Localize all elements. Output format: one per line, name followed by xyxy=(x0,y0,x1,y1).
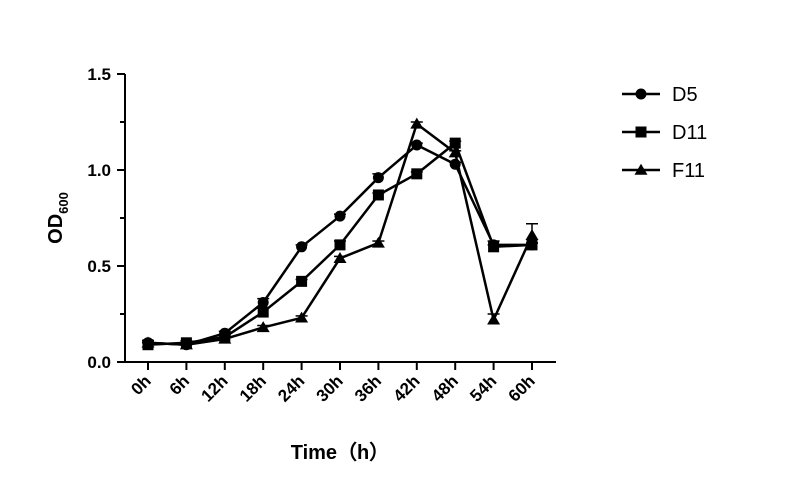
x-tick-label: 54h xyxy=(466,371,500,405)
y-tick-label: 0.0 xyxy=(87,353,111,372)
data-point xyxy=(334,239,346,251)
x-tick-label: 12h xyxy=(197,371,231,405)
data-point xyxy=(256,321,270,333)
axes: 0.0 0.5 1.0 1.5 0h 6h 12h 18h 24h 30h 36h 42h 48h 54h… xyxy=(87,65,556,406)
x-tick-label: 42h xyxy=(389,371,423,405)
series-layer xyxy=(141,117,539,351)
series-f11 xyxy=(141,117,539,350)
series-line xyxy=(147,122,534,346)
x-axis-title: Time（h） xyxy=(291,441,390,464)
y-axis-title: OD600 xyxy=(45,192,71,244)
data-point xyxy=(487,313,501,325)
legend-entry-d11: D11 xyxy=(622,122,707,144)
data-point xyxy=(372,172,384,184)
data-point xyxy=(411,168,423,180)
data-point xyxy=(333,252,347,264)
data-point xyxy=(371,236,385,248)
data-point xyxy=(218,332,232,344)
data-point xyxy=(334,210,346,222)
legend-label: D5 xyxy=(672,84,698,106)
y-tick-label: 0.5 xyxy=(87,257,111,276)
data-point xyxy=(526,239,538,251)
legend: D5 D11 F11 xyxy=(622,84,707,182)
data-point xyxy=(410,117,424,129)
data-point xyxy=(488,241,500,253)
data-point xyxy=(179,338,193,350)
y-tick-label: 1.0 xyxy=(87,161,111,180)
y-axis-title-subscript: 600 xyxy=(56,192,71,214)
data-point xyxy=(295,311,309,323)
x-tick-label: 24h xyxy=(274,371,308,405)
x-tick-label: 30h xyxy=(313,371,347,405)
legend-label: F11 xyxy=(672,160,705,182)
x-tick-label: 60h xyxy=(505,371,539,405)
legend-label: D11 xyxy=(672,122,707,144)
legend-marker xyxy=(635,126,647,138)
x-tick-label: 36h xyxy=(351,371,385,405)
series-d11 xyxy=(142,137,538,351)
data-point xyxy=(257,306,269,318)
x-tick-label: 0h xyxy=(127,371,154,398)
legend-marker xyxy=(635,88,647,100)
data-point xyxy=(411,139,423,151)
data-point xyxy=(296,241,308,253)
legend-entry-f11: F11 xyxy=(622,160,705,182)
data-point xyxy=(257,296,269,308)
legend-entry-d5: D5 xyxy=(622,84,698,106)
data-point xyxy=(141,336,155,348)
data-point xyxy=(525,229,539,240)
legend-marker xyxy=(634,163,648,175)
x-tick-label: 48h xyxy=(428,371,462,405)
data-point xyxy=(449,137,461,149)
y-tick-label: 1.5 xyxy=(87,65,111,84)
x-tick-label: 18h xyxy=(236,371,270,405)
y-axis-title-main: OD xyxy=(45,214,67,244)
x-tick-label: 6h xyxy=(166,371,193,398)
data-point xyxy=(448,146,462,158)
data-point xyxy=(296,275,308,287)
data-point xyxy=(372,189,384,201)
